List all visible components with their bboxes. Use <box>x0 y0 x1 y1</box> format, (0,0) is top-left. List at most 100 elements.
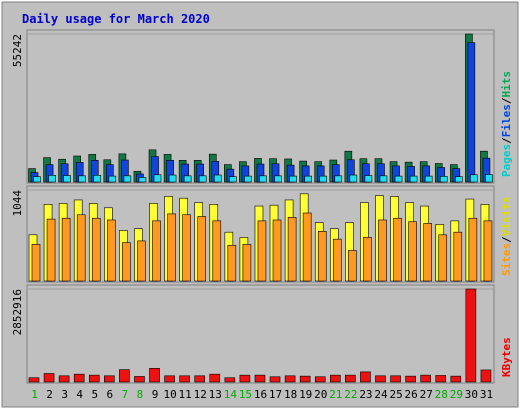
bar-sites-day-9 <box>152 220 161 282</box>
bar-sites-day-17 <box>272 219 282 282</box>
bar-kbytes-day-10 <box>164 375 175 383</box>
bar-sites-day-30 <box>468 217 478 282</box>
bar-sites-day-31 <box>483 220 493 282</box>
panel-visits: 1044 Sites/Visits <box>11 185 513 283</box>
chart-title: Daily usage for March 2020 <box>22 12 210 26</box>
legend-pages: Pages <box>500 144 513 177</box>
bar-kbytes-day-16 <box>254 374 266 383</box>
bar-pages-day-19 <box>304 175 312 183</box>
bar-kbytes-day-14 <box>224 377 236 383</box>
bar-kbytes-day-8 <box>134 376 145 383</box>
x-tick-label-day-22: 22 <box>344 388 357 401</box>
legend-hits: Hits <box>500 71 513 98</box>
chart-panels: 55242Pages/Files/Hits1044Sites/Visits285… <box>11 29 513 384</box>
legend-separator: / <box>500 137 513 144</box>
x-tick-label-day-8: 8 <box>137 388 144 401</box>
bar-kbytes-day-2 <box>43 373 55 383</box>
bar-pages-day-24 <box>379 175 388 183</box>
bar-sites-day-25 <box>393 217 402 282</box>
bar-kbytes-day-24 <box>375 375 386 383</box>
bar-sites-day-3 <box>61 217 71 282</box>
bar-sites-day-11 <box>182 214 191 282</box>
legend-kbytes: KBytes <box>500 337 513 377</box>
bar-sites-day-19 <box>302 212 312 282</box>
bar-pages-day-3 <box>63 175 71 183</box>
bar-pages-day-8 <box>138 177 147 183</box>
x-tick-label-day-11: 11 <box>179 388 192 401</box>
bar-sites-day-6 <box>107 219 116 282</box>
bar-files-day-30 <box>467 42 476 183</box>
bar-pages-day-17 <box>274 175 282 183</box>
bar-pages-day-7 <box>123 175 132 183</box>
bar-kbytes-day-17 <box>269 376 281 383</box>
bar-kbytes-day-31 <box>480 369 492 383</box>
bar-sites-day-10 <box>167 213 176 282</box>
panel-kbytes: 2852916 KBytes <box>11 284 513 384</box>
bar-kbytes-day-9 <box>149 368 160 383</box>
panel-kbytes-plot-area <box>26 284 495 384</box>
x-tick-label-day-6: 6 <box>107 388 114 401</box>
x-tick-label-day-24: 24 <box>374 388 388 401</box>
x-tick-label-day-19: 19 <box>299 388 312 401</box>
x-tick-label-day-2: 2 <box>46 388 53 401</box>
bar-kbytes-day-22 <box>345 374 356 383</box>
bar-kbytes-day-27 <box>420 374 431 383</box>
bar-sites-day-29 <box>453 231 463 282</box>
x-tick-label-day-12: 12 <box>194 388 207 401</box>
bar-sites-day-5 <box>91 217 101 282</box>
bar-sites-day-2 <box>46 218 56 282</box>
bar-sites-day-18 <box>287 217 297 282</box>
bar-pages-day-26 <box>409 175 418 183</box>
x-tick-label-day-20: 20 <box>314 388 327 401</box>
bar-sites-day-12 <box>197 216 207 282</box>
bar-kbytes-day-4 <box>73 373 85 383</box>
bar-pages-day-18 <box>289 175 297 183</box>
x-tick-label-day-15: 15 <box>239 388 252 401</box>
bar-pages-day-5 <box>93 175 102 183</box>
bar-pages-day-27 <box>424 175 433 183</box>
x-tick-label-day-17: 17 <box>269 388 282 401</box>
bar-sites-day-7 <box>122 242 131 282</box>
bar-kbytes-day-19 <box>299 375 311 383</box>
bar-pages-day-12 <box>198 175 207 183</box>
bar-pages-day-9 <box>153 174 162 183</box>
legend-separator: / <box>500 97 513 104</box>
x-tick-label-day-7: 7 <box>122 388 129 401</box>
x-tick-label-day-3: 3 <box>61 388 68 401</box>
legend-files: Files <box>500 104 513 137</box>
bar-pages-day-2 <box>48 175 56 183</box>
legend-separator: / <box>500 236 513 243</box>
bar-pages-day-10 <box>168 174 177 183</box>
bar-kbytes-day-3 <box>58 375 70 383</box>
bar-sites-day-26 <box>408 221 417 282</box>
bar-sites-day-15 <box>242 244 252 282</box>
series-kbytes <box>28 288 492 383</box>
bar-kbytes-day-1 <box>28 377 40 383</box>
bar-sites-day-16 <box>257 220 267 282</box>
bar-pages-day-4 <box>78 175 86 183</box>
bar-kbytes-day-28 <box>435 375 447 383</box>
bar-pages-day-31 <box>485 174 493 183</box>
x-tick-label-day-28: 28 <box>435 388 448 401</box>
bar-sites-day-24 <box>378 219 387 282</box>
bar-kbytes-day-30 <box>465 288 477 383</box>
x-tick-label-day-4: 4 <box>76 388 83 401</box>
x-tick-label-day-13: 13 <box>209 388 222 401</box>
bar-kbytes-day-25 <box>390 375 401 383</box>
bar-pages-day-15 <box>244 175 252 183</box>
bar-sites-day-23 <box>363 237 372 282</box>
bar-kbytes-day-23 <box>360 371 371 383</box>
panel-visits-legend: Sites/Visits <box>500 197 513 277</box>
bar-pages-day-20 <box>319 175 328 183</box>
x-tick-label-day-14: 14 <box>224 388 238 401</box>
bar-pages-day-11 <box>183 175 192 183</box>
panel-visits-max-label: 1044 <box>11 190 24 217</box>
series-pages <box>33 174 493 183</box>
bar-sites-day-1 <box>31 244 41 282</box>
bar-pages-day-16 <box>259 175 267 183</box>
bar-pages-day-13 <box>213 174 222 183</box>
x-tick-label-day-29: 29 <box>450 388 463 401</box>
x-tick-label-day-26: 26 <box>405 388 418 401</box>
x-tick-label-day-9: 9 <box>152 388 159 401</box>
panel-kbytes-legend: KBytes <box>500 337 513 377</box>
